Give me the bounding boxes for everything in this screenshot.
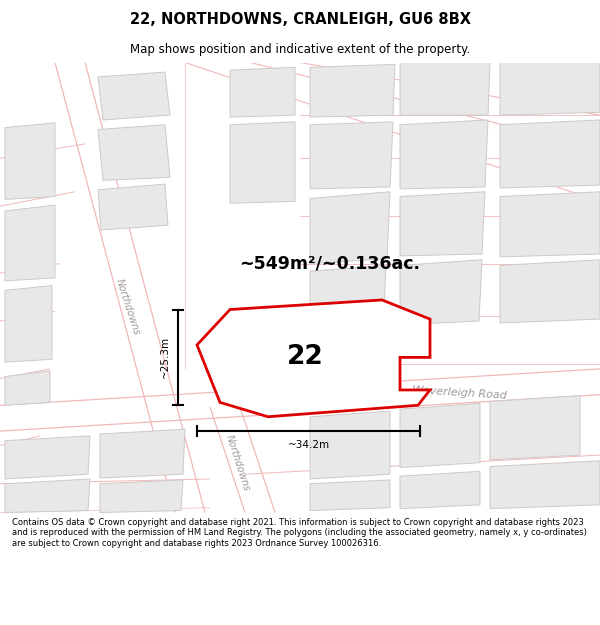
Polygon shape bbox=[5, 286, 52, 362]
Text: ~25.3m: ~25.3m bbox=[160, 336, 170, 379]
Polygon shape bbox=[400, 192, 485, 256]
Polygon shape bbox=[490, 461, 600, 509]
Text: ~34.2m: ~34.2m bbox=[287, 439, 329, 449]
Polygon shape bbox=[230, 122, 295, 203]
Polygon shape bbox=[500, 62, 600, 115]
Text: 22, NORTHDOWNS, CRANLEIGH, GU6 8BX: 22, NORTHDOWNS, CRANLEIGH, GU6 8BX bbox=[130, 12, 470, 27]
Polygon shape bbox=[500, 192, 600, 257]
Polygon shape bbox=[400, 120, 488, 189]
Polygon shape bbox=[310, 122, 393, 189]
Polygon shape bbox=[500, 260, 600, 323]
Polygon shape bbox=[5, 436, 90, 479]
Polygon shape bbox=[310, 192, 390, 264]
Polygon shape bbox=[400, 471, 480, 509]
Polygon shape bbox=[230, 68, 295, 117]
Polygon shape bbox=[5, 371, 50, 405]
Polygon shape bbox=[5, 205, 55, 281]
Polygon shape bbox=[400, 62, 490, 115]
Text: 22: 22 bbox=[287, 344, 323, 371]
Polygon shape bbox=[400, 403, 480, 468]
Text: Contains OS data © Crown copyright and database right 2021. This information is : Contains OS data © Crown copyright and d… bbox=[12, 518, 587, 548]
Polygon shape bbox=[490, 396, 580, 460]
Polygon shape bbox=[100, 480, 183, 512]
Polygon shape bbox=[310, 64, 395, 117]
Polygon shape bbox=[5, 123, 55, 199]
Text: Waverleigh Road: Waverleigh Road bbox=[412, 385, 508, 401]
Text: Map shows position and indicative extent of the property.: Map shows position and indicative extent… bbox=[130, 42, 470, 56]
Polygon shape bbox=[98, 125, 170, 180]
Text: ~549m²/~0.136ac.: ~549m²/~0.136ac. bbox=[239, 254, 421, 272]
Polygon shape bbox=[400, 260, 482, 325]
Polygon shape bbox=[500, 120, 600, 188]
Polygon shape bbox=[98, 184, 168, 230]
Polygon shape bbox=[310, 266, 386, 336]
Polygon shape bbox=[100, 429, 185, 478]
Polygon shape bbox=[98, 72, 170, 120]
Text: Northdowns: Northdowns bbox=[114, 277, 142, 336]
Polygon shape bbox=[310, 480, 390, 511]
Polygon shape bbox=[310, 411, 390, 479]
Text: Northdowns: Northdowns bbox=[224, 433, 252, 492]
Polygon shape bbox=[197, 300, 430, 417]
Polygon shape bbox=[5, 479, 90, 512]
